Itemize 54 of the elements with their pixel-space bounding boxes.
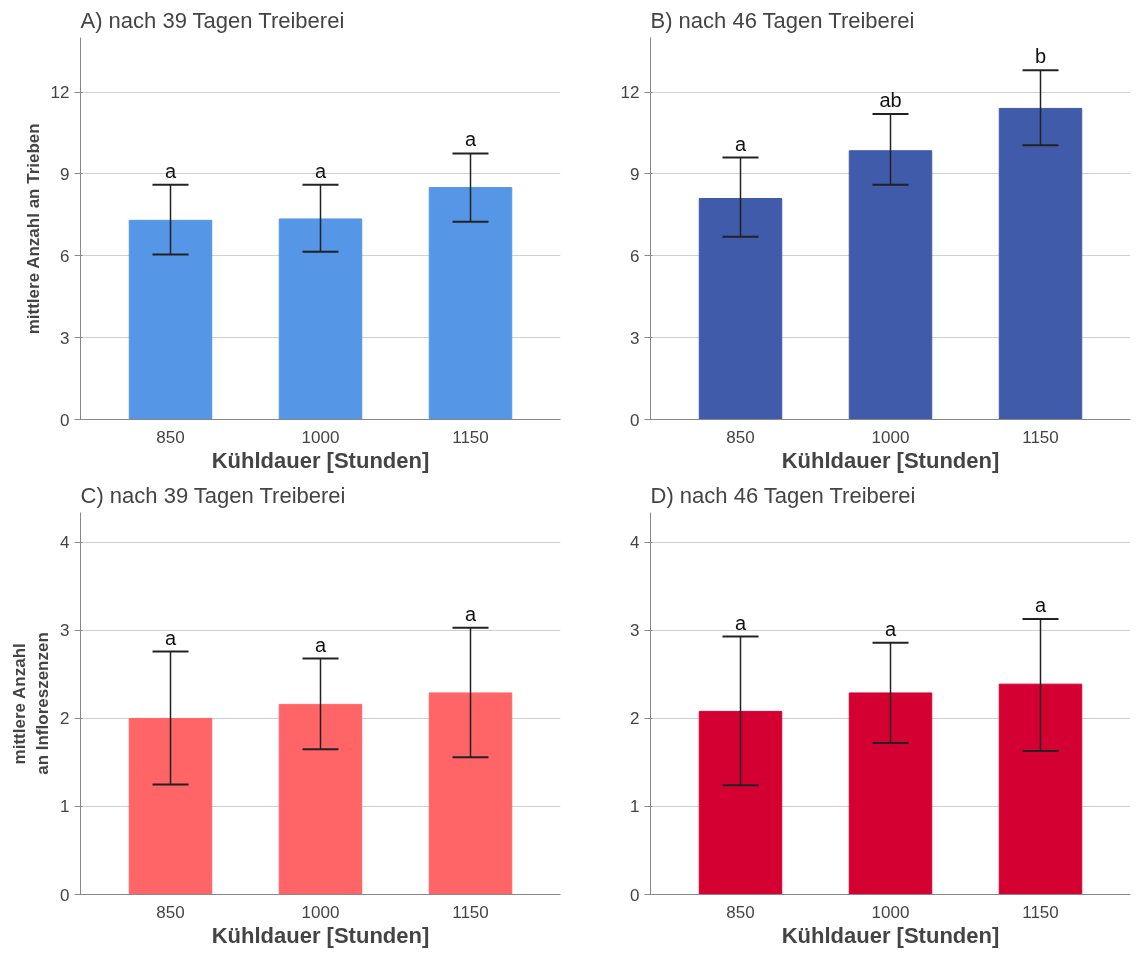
y-tick-label: 6 <box>60 246 70 266</box>
annotation: b <box>1034 45 1047 68</box>
annotation: a <box>884 617 897 640</box>
y-tick-label: 1 <box>630 797 640 817</box>
y-tick-label: 1 <box>60 797 70 817</box>
y-tick-label: 3 <box>60 621 70 641</box>
annotation: a <box>314 159 327 182</box>
x-axis-title: Kühldauer [Stunden] <box>781 922 1000 948</box>
annotation: ab <box>879 88 902 111</box>
y-tick-label: 3 <box>630 621 640 641</box>
x-tick-label: 1000 <box>871 902 910 922</box>
y-tick-label: 9 <box>630 164 640 184</box>
y-tick-label: 0 <box>60 410 70 430</box>
annotation: a <box>464 128 477 151</box>
x-tick-label: 1000 <box>871 427 910 447</box>
x-axis-title: Kühldauer [Stunden] <box>211 447 430 473</box>
annotation: a <box>734 611 747 634</box>
chart-title: B) nach 46 Tagen Treiberei <box>650 7 915 33</box>
x-tick-label: 850 <box>726 427 755 447</box>
x-tick-label: 850 <box>726 902 755 922</box>
y-tick-label: 12 <box>50 83 70 103</box>
x-tick-label: 1000 <box>301 427 340 447</box>
x-axis-title: Kühldauer [Stunden] <box>781 447 1000 473</box>
y-tick-label: 2 <box>60 709 70 729</box>
annotation: a <box>464 602 477 625</box>
annotation: a <box>164 159 177 182</box>
annotation: a <box>164 626 177 649</box>
chart-title: C) nach 39 Tagen Treiberei <box>80 482 346 508</box>
y-tick-label: 0 <box>630 885 640 905</box>
annotation: a <box>1034 594 1047 616</box>
x-tick-label: 1000 <box>301 902 340 922</box>
x-tick-label: 1150 <box>452 427 489 447</box>
x-tick-label: 850 <box>156 427 185 447</box>
y-tick-label: 2 <box>630 709 640 729</box>
x-tick-label: 1150 <box>452 902 489 922</box>
y-tick-label: 3 <box>630 328 640 348</box>
chart-title: D) nach 46 Tagen Treiberei <box>650 482 916 508</box>
y-tick-label: 0 <box>60 885 70 905</box>
y-tick-label: 3 <box>60 328 70 348</box>
y-tick-label: 9 <box>60 164 70 184</box>
y-tick-label: 0 <box>630 410 640 430</box>
x-tick-label: 850 <box>156 902 185 922</box>
y-tick-label: 4 <box>630 533 640 553</box>
annotation: a <box>314 633 327 656</box>
x-axis-title: Kühldauer [Stunden] <box>211 922 430 948</box>
y-tick-label: 4 <box>60 533 70 553</box>
chart-title: A) nach 39 Tagen Treiberei <box>80 7 345 33</box>
y-tick-label: 12 <box>620 83 640 103</box>
x-tick-label: 1150 <box>1022 427 1059 447</box>
y-tick-label: 6 <box>630 246 640 266</box>
x-tick-label: 1150 <box>1022 902 1059 922</box>
y-axis-title: mittlere Anzahl an Infloreszenzen <box>10 632 53 775</box>
y-axis-title: mittlere Anzahl an Trieben <box>23 123 43 335</box>
annotation: a <box>734 132 747 155</box>
